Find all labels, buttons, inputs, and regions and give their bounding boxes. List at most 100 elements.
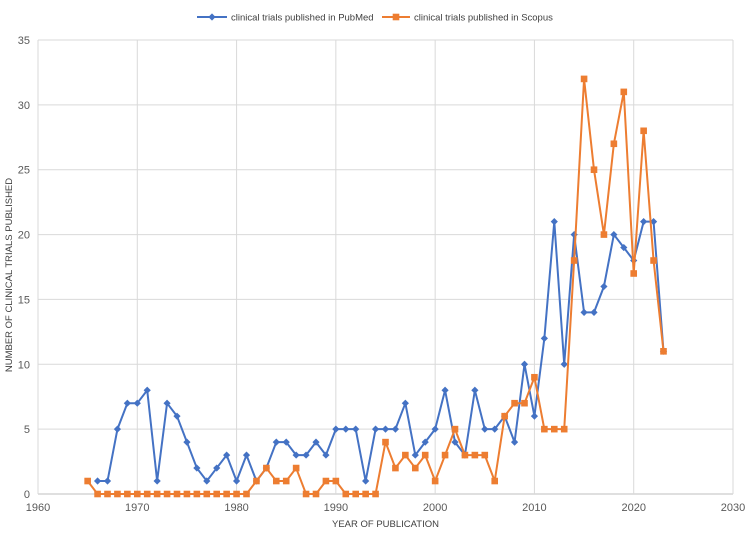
- y-tick-label: 5: [24, 424, 30, 436]
- data-point: [242, 451, 251, 459]
- data-point: [630, 270, 638, 277]
- y-tick-label: 20: [18, 230, 30, 242]
- data-point: [263, 464, 270, 472]
- data-point: [322, 451, 330, 459]
- data-point: [580, 75, 588, 83]
- x-tick-label: 1990: [324, 502, 348, 514]
- data-point: [520, 360, 529, 368]
- data-point: [253, 477, 260, 485]
- data-point: [451, 438, 459, 446]
- data-point: [153, 477, 161, 485]
- data-point: [550, 218, 558, 226]
- data-point: [322, 477, 330, 485]
- data-point: [610, 230, 618, 239]
- data-point: [312, 438, 320, 446]
- data-point: [114, 490, 121, 498]
- data-point: [173, 490, 181, 498]
- data-point: [620, 243, 628, 252]
- data-point: [402, 451, 409, 459]
- data-point: [312, 490, 320, 498]
- data-point: [272, 477, 280, 485]
- data-point: [431, 425, 439, 433]
- x-tick-label: 2030: [721, 502, 745, 514]
- data-point: [93, 477, 102, 485]
- data-point: [560, 360, 568, 368]
- data-point: [332, 477, 340, 485]
- data-point: [510, 438, 519, 446]
- data-point: [153, 490, 161, 498]
- data-point: [660, 348, 667, 355]
- data-point: [342, 425, 350, 433]
- data-point: [540, 334, 548, 342]
- y-tick-label: 35: [18, 35, 30, 47]
- data-point: [232, 477, 241, 485]
- data-point: [133, 490, 141, 498]
- data-point: [521, 399, 528, 407]
- data-point: [600, 282, 608, 291]
- x-axis-title: YEAR OF PUBLICATION: [332, 519, 439, 530]
- data-point: [113, 425, 122, 433]
- data-point: [382, 438, 389, 446]
- data-point: [411, 451, 419, 459]
- data-point: [381, 425, 390, 433]
- data-point: [203, 477, 211, 485]
- data-point: [610, 140, 618, 148]
- data-point: [640, 127, 647, 135]
- legend-scopus-marker: [392, 13, 400, 21]
- data-point: [481, 425, 489, 433]
- data-point: [372, 490, 379, 498]
- data-point: [371, 425, 380, 433]
- data-point: [243, 490, 250, 498]
- data-point: [282, 438, 290, 446]
- x-tick-label: 1960: [26, 502, 50, 514]
- x-tick-label: 2020: [621, 502, 645, 514]
- y-axis-title: NUMBER OF CLINICAL TRIALS PUBLISHED: [4, 178, 15, 372]
- data-point: [84, 477, 91, 485]
- data-point: [123, 399, 131, 407]
- x-tick-label: 2000: [423, 502, 447, 514]
- data-point: [649, 218, 658, 226]
- data-point: [302, 451, 310, 459]
- data-point: [342, 490, 350, 498]
- data-point: [362, 477, 370, 485]
- data-point: [183, 438, 191, 446]
- data-point: [193, 464, 201, 472]
- data-point: [143, 386, 151, 394]
- data-point: [580, 308, 588, 316]
- x-tick-label: 2010: [522, 502, 546, 514]
- data-point: [491, 425, 499, 433]
- data-point: [223, 451, 231, 459]
- y-tick-label: 0: [24, 489, 30, 501]
- data-point: [560, 425, 568, 433]
- x-axis-ticks: 1960 1970 1980 1990 2000 2010 2020 2030: [26, 502, 745, 514]
- data-point: [530, 412, 539, 420]
- data-point: [541, 425, 548, 433]
- data-point: [362, 490, 369, 498]
- data-point: [550, 425, 558, 433]
- data-point: [511, 399, 518, 407]
- data-point: [570, 257, 578, 264]
- data-point: [471, 386, 479, 394]
- data-point: [282, 477, 290, 485]
- y-axis-ticks: 0 5 10 15 20 25 30 35: [18, 35, 30, 501]
- y-tick-label: 15: [18, 294, 30, 306]
- data-point: [421, 438, 429, 446]
- data-point: [223, 490, 230, 498]
- data-point: [441, 386, 449, 394]
- data-point: [640, 218, 648, 226]
- data-point: [133, 399, 141, 407]
- data-point: [392, 464, 399, 472]
- data-point: [600, 231, 608, 238]
- x-tick-label: 1980: [224, 502, 248, 514]
- data-point: [103, 477, 112, 485]
- data-point: [481, 451, 489, 459]
- data-point: [193, 490, 201, 498]
- data-point: [104, 490, 111, 498]
- data-point: [352, 490, 360, 498]
- legend-pubmed-label: clinical trials published in PubMed: [231, 13, 374, 24]
- data-point: [203, 490, 211, 498]
- data-point: [431, 477, 439, 485]
- legend: clinical trials published in PubMed clin…: [197, 13, 553, 24]
- data-point: [531, 373, 538, 381]
